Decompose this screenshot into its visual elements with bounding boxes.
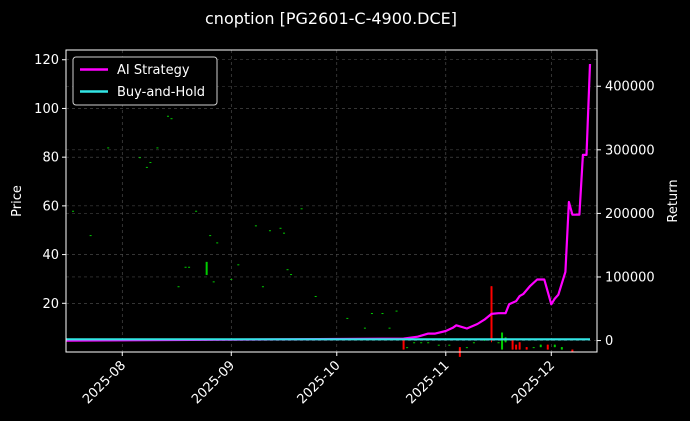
candle-body-2025-10-27 [427, 342, 430, 344]
right-tick-label-200000: 200000 [605, 207, 655, 222]
candle-body-2025-12-07 [571, 349, 574, 352]
right-axis: 0 100000 200000 300000 400000 [597, 80, 655, 349]
candle-extra-2025-08-25 [205, 261, 208, 275]
candle-body-2025-07-28 [107, 147, 110, 149]
candle-body-2025-10-14 [381, 313, 384, 315]
candle-body-2025-10-11 [370, 313, 373, 315]
right-tick-label-400000: 400000 [605, 80, 655, 95]
candle-body-2025-10-30 [437, 344, 440, 346]
candle-body-2025-08-06 [138, 157, 141, 159]
candle-body-2025-09-17 [286, 269, 289, 271]
candle-body-2025-11-02 [448, 344, 451, 346]
right-tick-label-300000: 300000 [605, 143, 655, 158]
candle-body-2025-12-02 [553, 344, 556, 348]
candle-body-2025-09-25 [314, 295, 317, 297]
candle-body-2025-10-09 [363, 327, 366, 329]
candle-body-2025-11-07 [465, 347, 468, 349]
right-tick-label-0: 0 [605, 334, 613, 349]
candle-body-2025-10-16 [388, 327, 391, 329]
left-tick-label-40: 40 [42, 248, 59, 263]
left-axis-label: Price [10, 185, 25, 217]
candle-body-2025-08-27 [212, 281, 215, 283]
candle-body-2025-09-18 [290, 274, 293, 276]
left-tick-label-120: 120 [34, 53, 59, 68]
left-tick-label-20: 20 [42, 297, 59, 312]
candle-body-2025-08-14 [166, 115, 169, 117]
candle-body-2025-11-28 [539, 344, 542, 348]
candle-body-2025-07-18 [72, 210, 75, 212]
candle-body-2025-08-15 [170, 118, 173, 120]
candle-body-2025-11-24 [525, 347, 528, 350]
candle-body-2025-09-10 [261, 286, 264, 288]
candle-body-2025-08-22 [195, 210, 198, 212]
candle-body-2025-08-26 [209, 235, 212, 237]
candle-body-2025-09-01 [230, 278, 233, 280]
candle-body-2025-09-03 [237, 264, 240, 266]
right-tick-label-100000: 100000 [605, 270, 655, 285]
legend-box [72, 56, 218, 106]
candle-body-2025-11-16 [497, 342, 500, 344]
candle-body-2025-08-28 [216, 242, 219, 244]
left-tick-label-100: 100 [34, 102, 59, 117]
candle-body-2025-08-08 [145, 166, 148, 168]
candle-body-2025-11-21 [515, 344, 518, 350]
candle-body-2025-10-04 [346, 317, 349, 319]
candle-body-2025-08-19 [184, 266, 187, 268]
candle-body-2025-08-25 [205, 274, 208, 276]
candle-extra-2025-11-17 [501, 332, 504, 350]
candle-body-2025-11-26 [532, 347, 535, 349]
candle-body-2025-08-17 [177, 286, 180, 288]
candle-body-2025-11-20 [511, 339, 514, 350]
candle-body-2025-11-30 [546, 344, 549, 350]
chart-title: cnoption [PG2601-C-4900.DCE] [205, 9, 457, 28]
candle-body-2025-10-23 [413, 342, 416, 344]
candle-body-2025-08-20 [188, 266, 191, 268]
left-tick-label-60: 60 [42, 199, 59, 214]
legend-label-ai-strategy: AI Strategy [117, 63, 190, 78]
legend: AI Strategy Buy-and-Hold [72, 56, 218, 106]
grid-lines [66, 50, 597, 352]
candle-body-2025-10-25 [420, 342, 423, 344]
candle-body-2025-09-16 [283, 232, 286, 234]
candle-body-2025-10-21 [406, 347, 409, 349]
candle-body-2025-09-08 [254, 225, 257, 227]
candle-body-2025-10-18 [395, 310, 398, 312]
candle-body-2025-08-11 [156, 147, 159, 149]
left-tick-label-80: 80 [42, 151, 59, 166]
candle-body-2025-09-12 [268, 230, 271, 232]
left-axis: 20 40 60 80 100 120 [34, 53, 66, 312]
plot-frame [65, 49, 598, 353]
candle-body-2025-08-09 [149, 162, 152, 164]
right-axis-label: Return [666, 179, 681, 222]
candle-body-2025-12-04 [560, 347, 563, 350]
candle-body-2025-11-09 [472, 342, 475, 344]
series-line-ai-strategy [65, 63, 592, 342]
candle-body-2025-11-22 [518, 342, 521, 350]
candle-body-2025-10-20 [402, 339, 405, 350]
candle-body-2025-09-15 [279, 227, 282, 229]
candle-body-2025-07-23 [89, 235, 92, 237]
candle-body-2025-09-21 [300, 208, 303, 210]
legend-label-buy-and-hold: Buy-and-Hold [117, 85, 205, 100]
series-lines [65, 63, 592, 342]
